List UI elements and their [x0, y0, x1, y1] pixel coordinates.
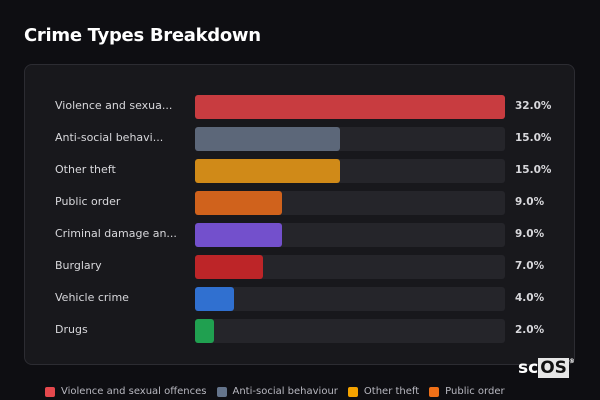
legend-swatch	[429, 386, 440, 397]
legend-item[interactable]: Anti-social behaviour	[216, 386, 338, 397]
legend-swatch	[45, 386, 55, 397]
legend-swatch	[347, 386, 358, 397]
chart-card: Violence and sexua... 32.0% Anti-social b…	[24, 64, 575, 365]
legend-label: Other theft	[363, 386, 420, 397]
category-label: Anti-social behavi...	[55, 131, 164, 144]
value-label: 7.0%	[515, 260, 545, 272]
bar-row: Other theft 15.0%	[25, 159, 574, 183]
bar[interactable]	[195, 255, 263, 279]
bar-track	[195, 95, 505, 119]
value-label: 15.0%	[515, 132, 552, 144]
value-label: 15.0%	[515, 164, 552, 176]
legend: Violence and sexual offences Anti-social …	[45, 386, 505, 397]
bar-row: Drugs 2.0%	[25, 319, 574, 343]
registered-mark: ®	[568, 358, 575, 365]
category-label: Vehicle crime	[55, 291, 129, 304]
value-label: 4.0%	[515, 292, 545, 304]
category-label: Violence and sexua...	[55, 99, 173, 112]
logo-text: sc	[518, 358, 539, 378]
bar-row: Criminal damage an... 9.0%	[25, 223, 574, 247]
bar[interactable]	[195, 191, 283, 215]
bar-track	[195, 319, 505, 343]
bar-row: Violence and sexua... 32.0%	[25, 95, 574, 119]
legend-label: Public order	[445, 386, 505, 397]
bar-row: Anti-social behavi... 15.0%	[25, 127, 574, 151]
category-label: Public order	[55, 195, 121, 208]
value-label: 32.0%	[515, 100, 552, 112]
category-label: Criminal damage an...	[55, 227, 177, 240]
legend-item[interactable]: Other theft	[347, 386, 420, 397]
logo-text-boxed: OS	[538, 358, 569, 378]
legend-label: Anti-social behaviour	[232, 386, 338, 397]
value-label: 2.0%	[515, 324, 545, 336]
bar[interactable]	[195, 223, 283, 247]
bar[interactable]	[195, 319, 215, 343]
bar-row: Burglary 7.0%	[25, 255, 574, 279]
value-label: 9.0%	[515, 228, 545, 240]
bar-track	[195, 127, 505, 151]
bar-track	[195, 255, 505, 279]
bar-track	[195, 159, 505, 183]
bar-track	[195, 223, 505, 247]
bar[interactable]	[195, 127, 341, 151]
chart-title: Crime Types Breakdown	[24, 25, 261, 46]
bar[interactable]	[195, 287, 234, 311]
category-label: Other theft	[55, 163, 116, 176]
bar-track	[195, 287, 505, 311]
legend-item[interactable]: Violence and sexual offences	[45, 386, 207, 397]
bar-track	[195, 191, 505, 215]
value-label: 9.0%	[515, 196, 545, 208]
bar-row: Public order 9.0%	[25, 191, 574, 215]
category-label: Drugs	[55, 323, 88, 336]
scos-logo: sc OS ®	[518, 358, 575, 378]
legend-swatch	[216, 386, 227, 397]
bar-row: Vehicle crime 4.0%	[25, 287, 574, 311]
bar[interactable]	[195, 95, 505, 119]
legend-item[interactable]: Public order	[429, 386, 505, 397]
category-label: Burglary	[55, 259, 102, 272]
legend-label: Violence and sexual offences	[61, 386, 207, 397]
bar[interactable]	[195, 159, 341, 183]
